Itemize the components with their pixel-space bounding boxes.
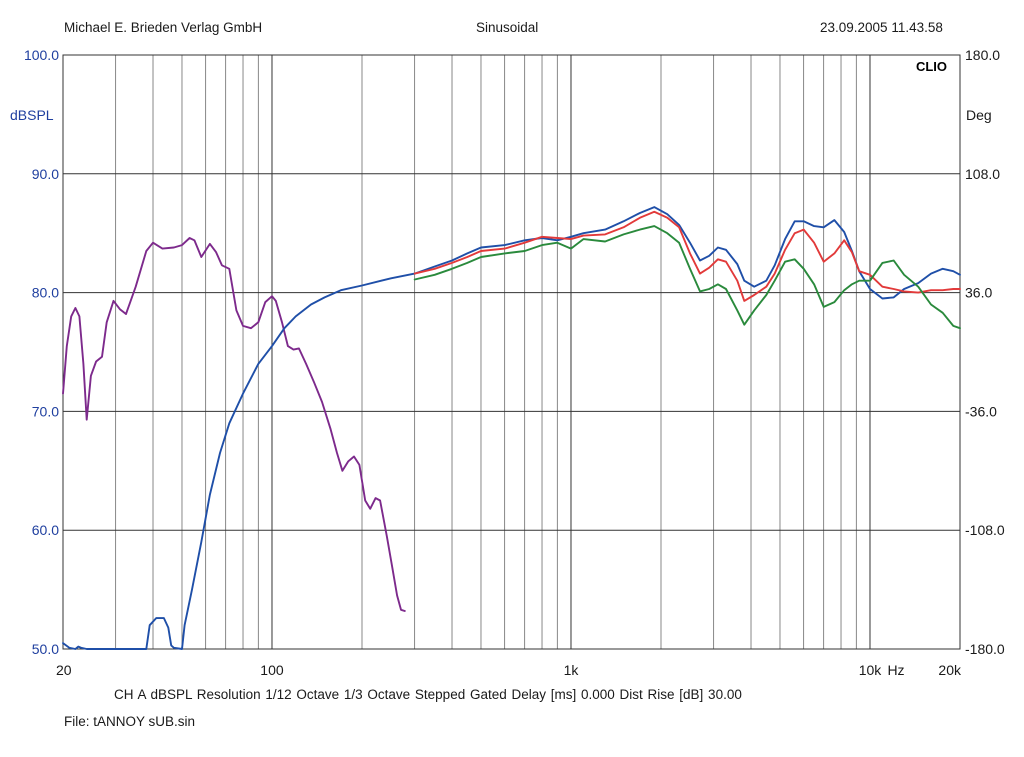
y-tick-label: 60.0 — [32, 522, 59, 538]
response-curve-4 — [413, 225, 961, 330]
x-tick-label: 10k — [859, 662, 883, 678]
x-tick-label: 100 — [260, 662, 284, 678]
datetime-label: 23.09.2005 11.43.58 — [820, 20, 943, 35]
y2-tick-label: -180.0 — [965, 641, 1005, 657]
y-axis-label: dBSPL — [10, 107, 54, 123]
x-tick-label: 20 — [56, 662, 72, 678]
y2-tick-label: -108.0 — [965, 522, 1005, 538]
y-axis-ticks: 50.0 60.0 70.0 80.0 90.0 100.0 — [24, 47, 59, 657]
grid-minor — [115, 55, 857, 649]
plot-border — [62, 54, 961, 650]
x-tick-label: 20k — [938, 662, 962, 678]
y-tick-label: 50.0 — [32, 641, 59, 657]
response-curve-3 — [413, 210, 961, 302]
y-tick-label: 90.0 — [32, 166, 59, 182]
y-tick-label: 70.0 — [32, 403, 59, 419]
mode-label: Sinusoidal — [476, 20, 539, 35]
x-tick-label: 1k — [564, 662, 580, 678]
clio-brand-label: CLIO — [916, 59, 947, 74]
y2-axis-ticks: -180.0 -108.0 -36.0 36.0 108.0 180.0 — [965, 47, 1005, 657]
y2-tick-label: 108.0 — [965, 166, 1000, 182]
y2-tick-label: 180.0 — [965, 47, 1000, 63]
publisher-label: Michael E. Brieden Verlag GmbH — [64, 20, 263, 35]
y-tick-label: 100.0 — [24, 47, 59, 63]
curves — [62, 206, 961, 650]
response-curve-2 — [62, 206, 961, 650]
file-name-label: File: tANNOY sUB.sin — [64, 714, 196, 729]
grid-major — [63, 55, 960, 649]
y-tick-label: 80.0 — [32, 285, 59, 301]
response-curve-1 — [62, 237, 406, 612]
x-unit-label: Hz — [887, 662, 904, 678]
y2-tick-label: -36.0 — [965, 403, 997, 419]
measurement-info: CH A dBSPL Resolution 1/12 Octave 1/3 Oc… — [114, 687, 742, 702]
x-axis-ticks: 20 100 1k 10k 20k — [56, 662, 962, 678]
y2-tick-label: 36.0 — [965, 285, 992, 301]
y2-axis-label: Deg — [966, 107, 992, 123]
